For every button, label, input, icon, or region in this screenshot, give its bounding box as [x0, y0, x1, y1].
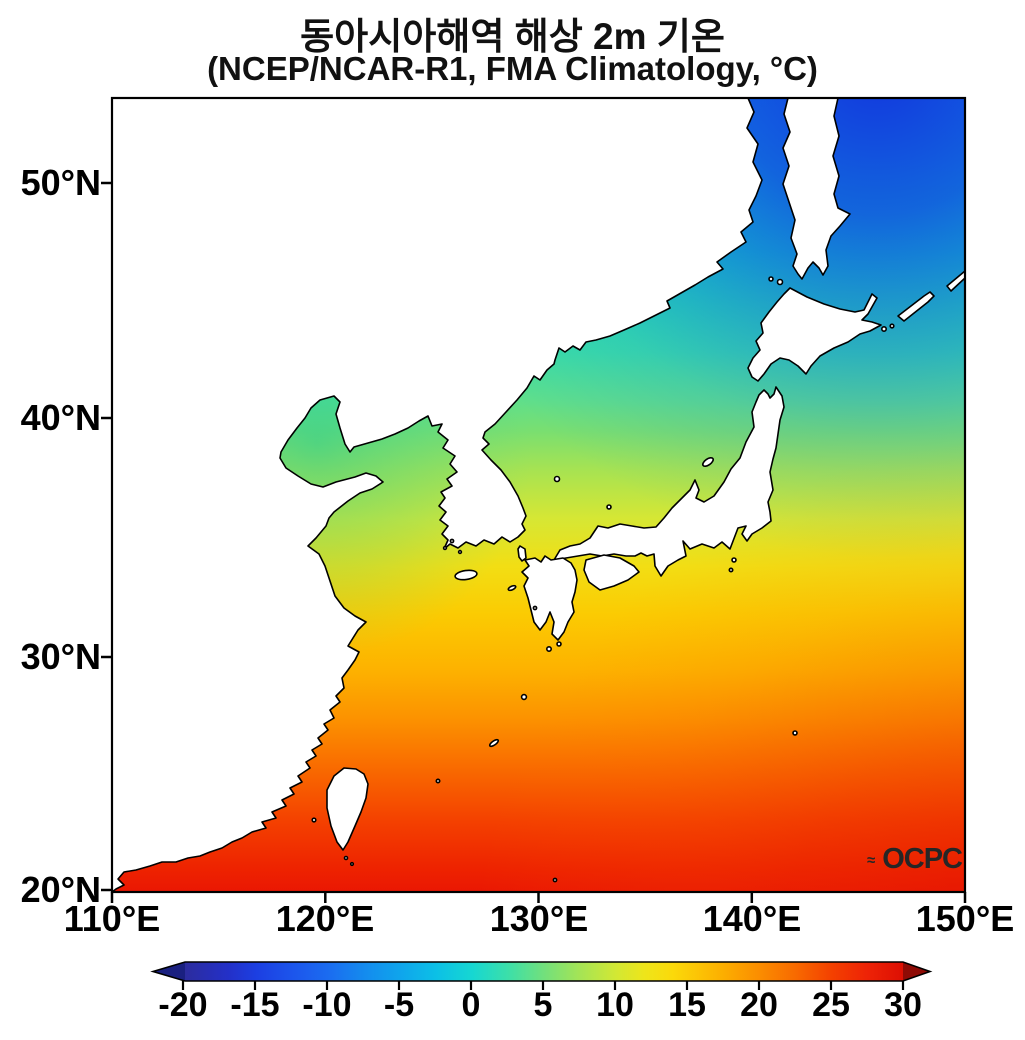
island-izu-1 — [731, 557, 737, 563]
page-title: 동아시아해역 해상 2m 기온 — [300, 16, 725, 57]
page-subtitle: (NCEP/NCAR-R1, FMA Climatology, °C) — [207, 50, 818, 87]
cblabel-0: 0 — [461, 986, 481, 1024]
island-okinawa — [488, 738, 500, 748]
island-rebun — [768, 276, 774, 282]
colorbar-outline — [150, 961, 933, 982]
island-yaku — [545, 645, 552, 652]
colorbar-canvas — [150, 961, 933, 990]
cblabel-5: 5 — [533, 986, 553, 1024]
coastline-kuril-islands — [880, 270, 966, 333]
island-daito — [792, 730, 798, 736]
coastline-hokkaido — [747, 287, 882, 382]
cblabel-25: 25 — [812, 986, 850, 1024]
colorbar-ticks — [181, 981, 905, 990]
cblabel-10: 10 — [596, 986, 634, 1024]
map-area — [101, 96, 967, 903]
coastline-mainland-asia — [111, 97, 763, 893]
island-oki — [606, 504, 612, 510]
cblabel-m20: -20 — [158, 986, 208, 1024]
wave-icon: ≈ — [867, 852, 876, 869]
cblabel-m15: -15 — [230, 986, 280, 1024]
island-tsushima — [517, 545, 527, 562]
cblabel-15: 15 — [668, 986, 706, 1024]
xtick-110e: 110°E — [63, 898, 161, 939]
ytick-40n: 40°N — [20, 397, 101, 438]
xtick-130e: 130°E — [489, 898, 589, 939]
xtick-150e: 150°E — [915, 898, 1015, 939]
ocpc-watermark: OCPC ≈ — [862, 843, 963, 876]
island-izu-2 — [728, 567, 734, 573]
island-tanega — [556, 641, 562, 647]
ytick-30n: 30°N — [20, 636, 101, 677]
cblabel-m10: -10 — [302, 986, 352, 1024]
island-penghu — [311, 817, 317, 823]
coastline-shikoku — [583, 554, 640, 591]
island-jeju — [454, 569, 478, 581]
small-islands — [311, 276, 798, 883]
coastline-kyushu — [521, 555, 578, 641]
islet-s-taiwan-2 — [349, 861, 355, 867]
coastline-sakhalin — [782, 97, 851, 280]
xtick-140e: 140°E — [702, 898, 802, 939]
xtick-120e: 120°E — [275, 898, 375, 939]
landmasses — [111, 97, 966, 893]
coastline-honshu — [553, 386, 785, 577]
island-ulleung — [553, 475, 561, 483]
island-amami — [520, 693, 528, 701]
island-goto — [507, 584, 517, 592]
cblabel-20: 20 — [740, 986, 778, 1024]
islet-korea-w3 — [457, 549, 463, 555]
islet-korea-w1 — [449, 538, 455, 544]
map-canvas — [101, 96, 967, 903]
island-danjo — [532, 605, 538, 611]
island-sado — [701, 456, 715, 468]
axis-ticks — [101, 181, 967, 903]
island-miyako — [435, 778, 441, 784]
colorbar — [112, 950, 965, 995]
colorbar-right-arrow — [903, 962, 930, 981]
islet-s-taiwan-1 — [343, 855, 349, 861]
coastline-taiwan — [326, 767, 369, 851]
cblabel-m5: -5 — [383, 986, 415, 1024]
islet-korea-w2 — [442, 545, 448, 551]
ytick-50n: 50°N — [20, 162, 101, 203]
ytick-20n: 20°N — [20, 869, 101, 910]
ocpc-watermark-text: OCPC — [882, 843, 963, 875]
islet-batan — [552, 877, 558, 883]
colorbar-left-arrow — [153, 962, 185, 981]
cblabel-30: 30 — [884, 986, 922, 1024]
colorbar-gradient — [185, 962, 903, 981]
island-rishiri — [776, 278, 784, 286]
